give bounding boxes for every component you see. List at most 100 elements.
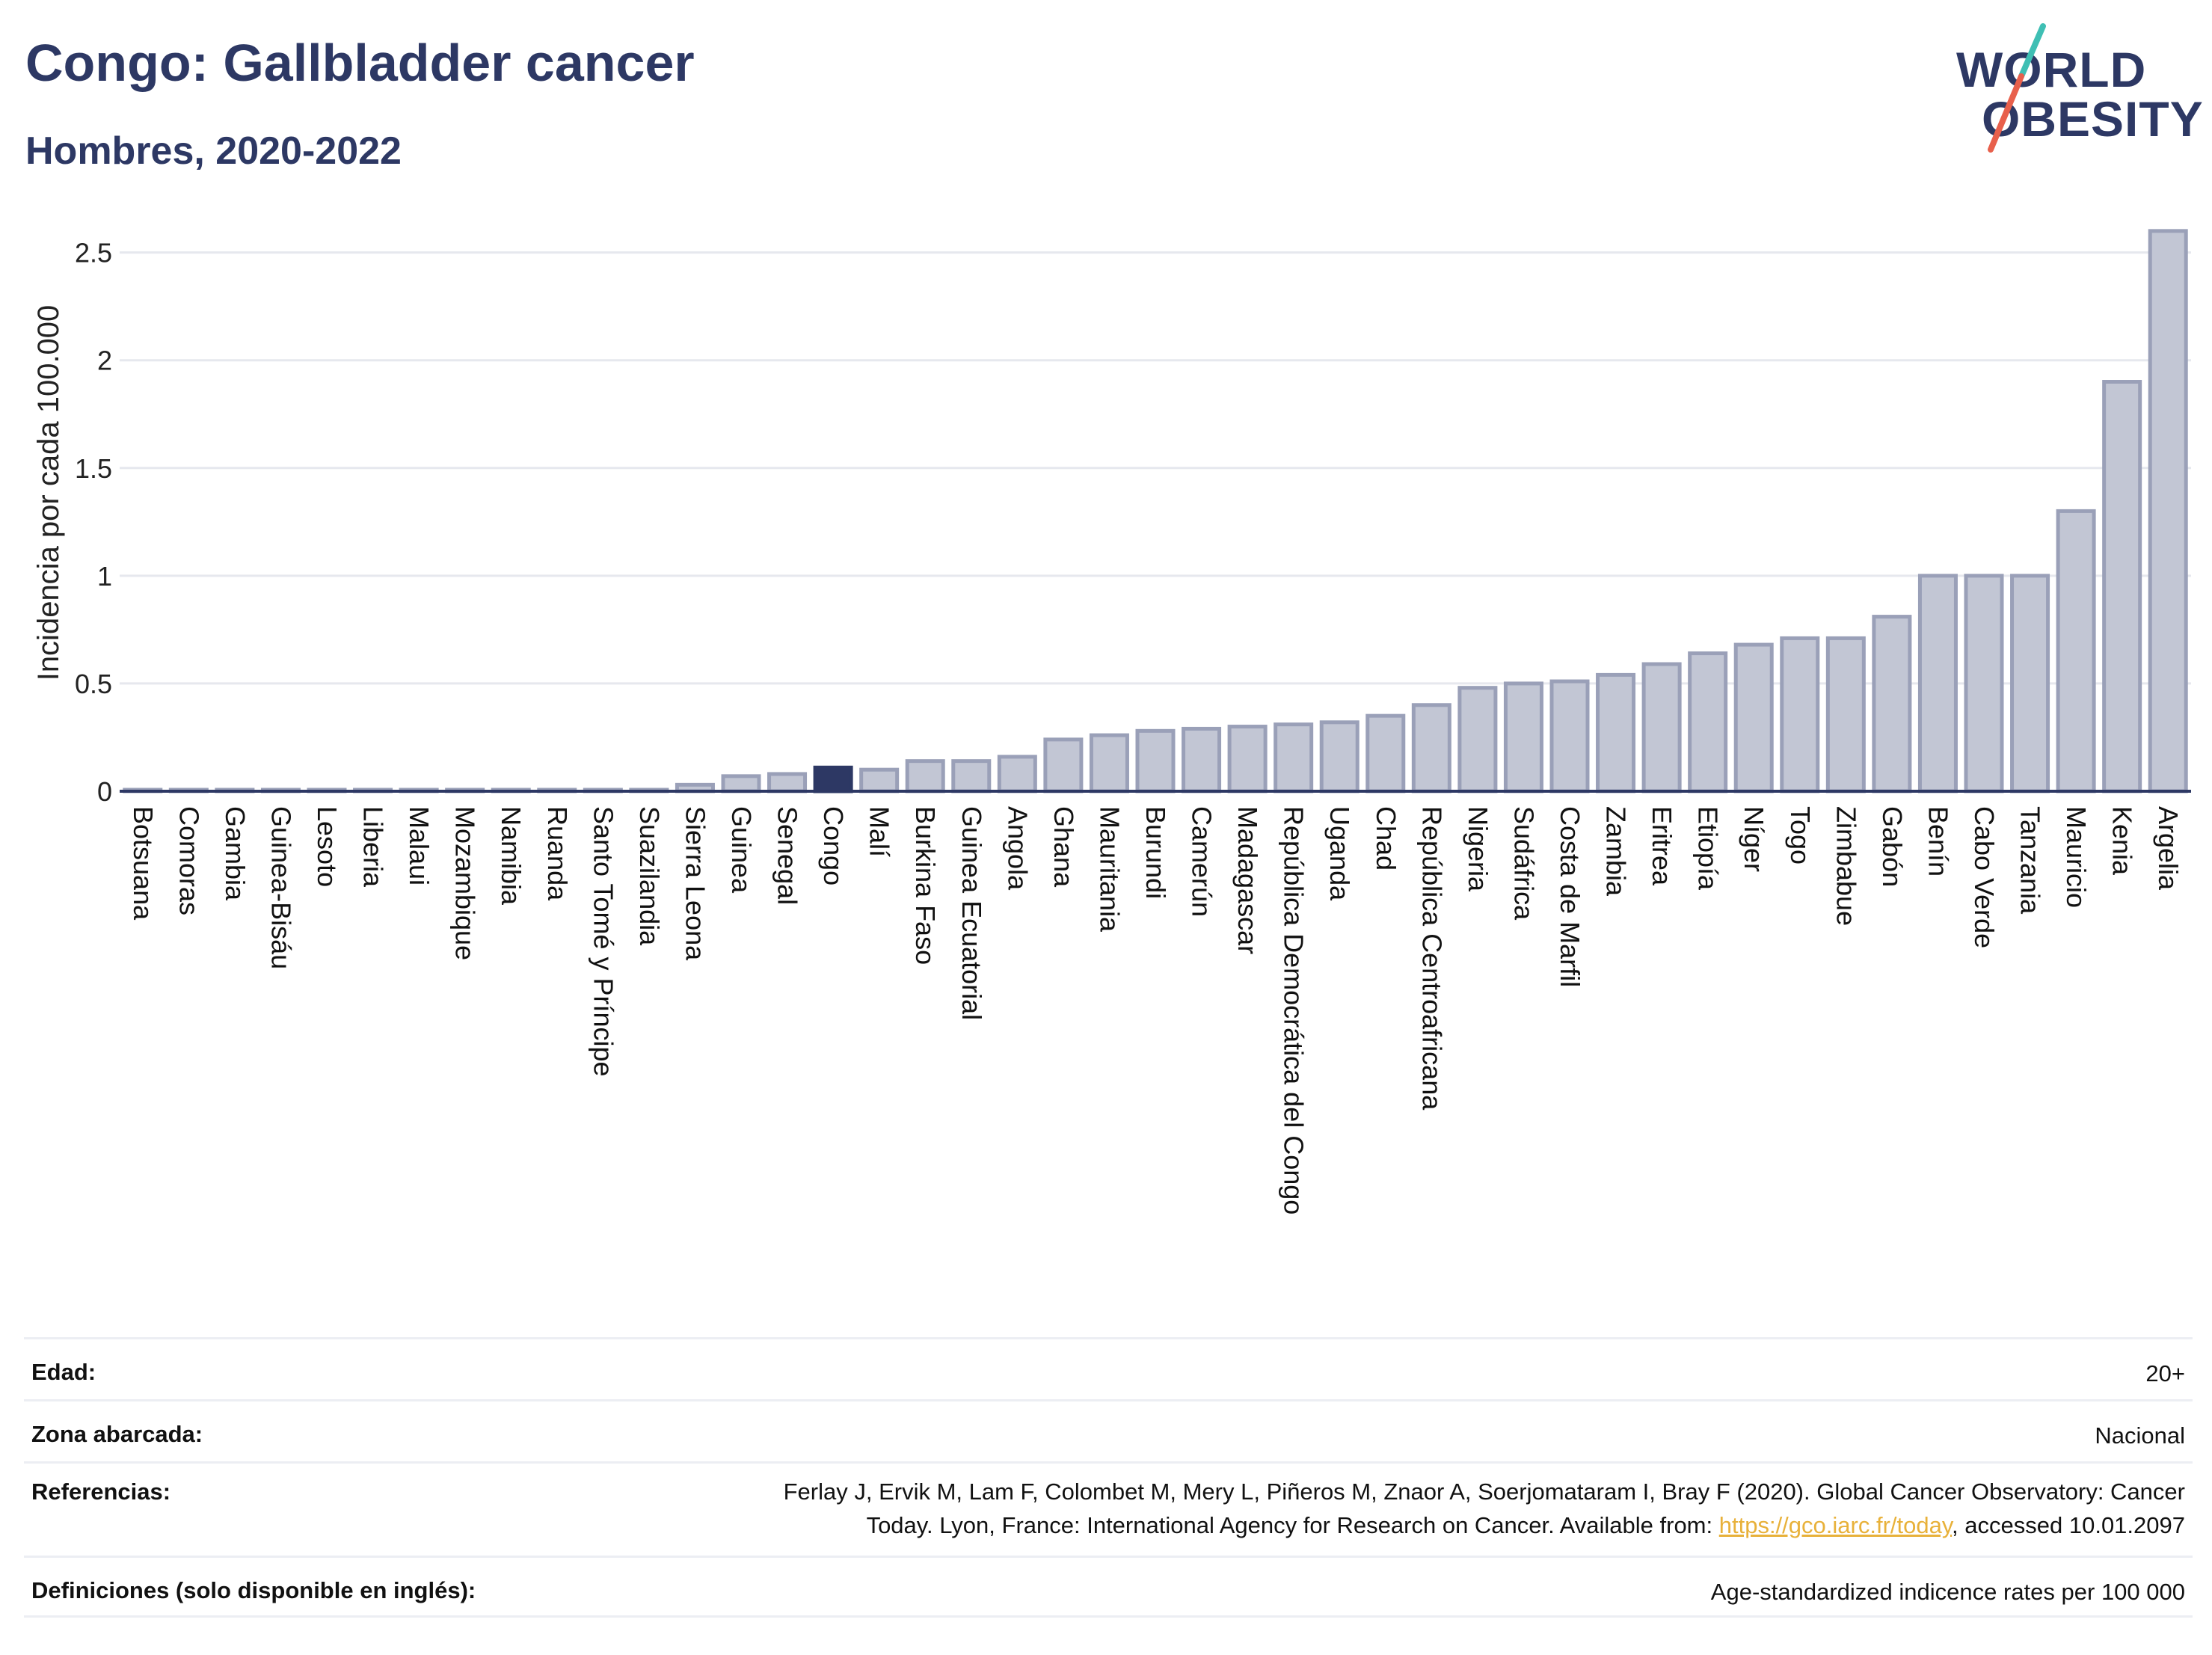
x-tick-label: Ruanda — [542, 806, 573, 901]
chart-subtitle: Hombres, 2020-2022 — [25, 129, 402, 173]
x-tick-label: República Centroafricana — [1416, 806, 1447, 1111]
logo-slash-red — [1988, 73, 2024, 153]
meta-row-age: Edad: 20+ — [24, 1337, 2193, 1399]
bar-mauricio[interactable] — [2056, 509, 2096, 793]
bar-mauritania[interactable] — [1089, 733, 1129, 793]
chart-title: Congo: Gallbladder cancer — [25, 34, 695, 92]
x-tick-label: Guinea — [726, 806, 757, 894]
bar-madagascar[interactable] — [1227, 725, 1268, 793]
logo-slash-icon — [1988, 23, 2046, 153]
bar-kenia[interactable] — [2102, 380, 2142, 793]
x-tick-label: Sudáfrica — [1508, 806, 1539, 921]
metadata-table: Edad: 20+ Zona abarcada: Nacional Refere… — [24, 1337, 2193, 1618]
x-tick-label: Sierra Leona — [680, 806, 710, 961]
x-tick-label: Zambia — [1601, 806, 1632, 897]
x-tick-label: Guinea Ecuatorial — [956, 806, 987, 1020]
bar-benín[interactable] — [1917, 574, 1958, 793]
x-tick-label: Malaui — [404, 806, 434, 885]
bar-chad[interactable] — [1365, 713, 1406, 793]
x-tick-label: Mozambique — [450, 806, 481, 960]
bar-zimbabue[interactable] — [1825, 636, 1866, 793]
bar-república-centroafricana[interactable] — [1411, 703, 1451, 793]
bar-cabo-verde[interactable] — [1964, 574, 2004, 793]
bar-camerún[interactable] — [1182, 726, 1222, 793]
bar-togo[interactable] — [1780, 636, 1820, 793]
x-tick-label: Costa de Marfil — [1555, 806, 1585, 987]
bar-guinea[interactable] — [721, 774, 761, 793]
x-tick-label: Burkina Faso — [910, 806, 941, 965]
x-tick-label: Camerún — [1187, 806, 1217, 917]
meta-row-references: Referencias: Ferlay J, Ervik M, Lam F, C… — [24, 1461, 2193, 1556]
bar-níger[interactable] — [1733, 642, 1774, 793]
bar-gabón[interactable] — [1872, 615, 1912, 793]
meta-value-definitions: Age-standardized indicence rates per 100… — [1710, 1579, 2185, 1605]
x-tick-label: Guinea-Bisáu — [265, 806, 296, 969]
bar-eritrea[interactable] — [1641, 662, 1682, 793]
x-tick-label: Zimbabue — [1831, 806, 1861, 926]
bar-senegal[interactable] — [767, 772, 808, 793]
reference-link[interactable]: https://gco.iarc.fr/today — [1718, 1511, 1953, 1538]
x-tick-label: Malí — [864, 806, 895, 857]
y-tick-label: 0.5 — [75, 669, 112, 699]
x-tick-label: Suazilandia — [634, 806, 665, 946]
x-tick-label: Madagascar — [1232, 806, 1263, 954]
x-tick-label: Senegal — [772, 806, 803, 905]
x-tick-label: Namibia — [496, 806, 526, 906]
bar-burundi[interactable] — [1135, 728, 1176, 793]
bar-costa-de-marfil[interactable] — [1549, 679, 1590, 793]
x-tick-label: Tanzania — [2015, 806, 2046, 915]
tick-labels: 0 0.5 1 1.5 2 2.5 Incidencia por cada 100.000 B… — [32, 238, 2184, 1215]
meta-label-definitions: Definiciones (solo disponible en inglés)… — [31, 1577, 476, 1603]
x-tick-label: Chad — [1371, 806, 1401, 871]
x-tick-label: Nigeria — [1463, 806, 1493, 892]
y-tick-label: 2 — [97, 346, 112, 376]
bar-burkina-faso[interactable] — [905, 759, 945, 793]
x-tick-label: Cabo Verde — [1969, 806, 2000, 948]
meta-row-definitions: Definiciones (solo disponible en inglés)… — [24, 1556, 2193, 1618]
bar-tanzania[interactable] — [2010, 574, 2050, 793]
bars — [123, 229, 2188, 793]
x-tick-label: Kenia — [2107, 806, 2138, 876]
y-tick-label: 1.5 — [75, 453, 112, 484]
x-tick-label: Gabón — [1877, 806, 1908, 887]
x-tick-label: Etiopía — [1693, 806, 1724, 891]
bar-guinea-ecuatorial[interactable] — [951, 759, 992, 793]
y-axis-label: Incidencia por cada 100.000 — [32, 305, 65, 681]
x-tick-label: Mauricio — [2061, 806, 2092, 908]
x-tick-label: Santo Tomé y Príncipe — [588, 806, 618, 1077]
bar-argelia[interactable] — [2148, 229, 2188, 793]
bar-malí[interactable] — [859, 767, 900, 793]
x-tick-label: Botsuana — [128, 806, 159, 921]
grid-lines — [120, 251, 2191, 685]
bar-zambia[interactable] — [1596, 672, 1636, 793]
reference-line-2-post: , accessed 10.01.2097 — [1952, 1511, 2185, 1538]
meta-value-zone: Nacional — [2095, 1422, 2185, 1449]
y-tick-label: 1 — [97, 561, 112, 592]
logo-slash-teal — [2018, 23, 2046, 79]
x-tick-label: Benín — [1923, 806, 1953, 876]
bar-ghana[interactable] — [1043, 737, 1084, 793]
y-tick-label: 2.5 — [75, 238, 112, 268]
bar-etiopía[interactable] — [1688, 651, 1728, 793]
bar-congo[interactable] — [813, 765, 853, 793]
x-tick-label: Comoras — [173, 806, 204, 915]
meta-row-zone: Zona abarcada: Nacional — [24, 1399, 2193, 1461]
reference-line-2-pre: Today. Lyon, France: International Agenc… — [866, 1511, 1719, 1538]
bar-nigeria[interactable] — [1457, 686, 1498, 793]
logo-word-world: WORLD — [1956, 42, 2147, 97]
logo-word-obesity: OBESITY — [1982, 91, 2204, 147]
meta-value-age: 20+ — [2145, 1360, 2185, 1387]
bar-república-democrática-del-congo[interactable] — [1274, 722, 1314, 793]
meta-label-age: Edad: — [31, 1359, 96, 1385]
x-tick-label: Ghana — [1048, 806, 1079, 888]
x-tick-label: Uganda — [1324, 806, 1355, 901]
bar-uganda[interactable] — [1319, 720, 1360, 793]
bar-angola[interactable] — [997, 755, 1037, 793]
x-tick-label: Congo — [818, 806, 849, 885]
bar-chart-svg: 0 0.5 1 1.5 2 2.5 Incidencia por cada 100.000 B… — [32, 229, 2191, 1215]
bar-chart: 0 0.5 1 1.5 2 2.5 Incidencia por cada 100.000 B… — [0, 187, 2212, 1324]
bar-sudáfrica[interactable] — [1503, 681, 1543, 793]
x-tick-label: Gambia — [220, 806, 251, 901]
x-tick-label: Burundi — [1140, 806, 1171, 899]
meta-label-references: Referencias: — [31, 1479, 171, 1505]
